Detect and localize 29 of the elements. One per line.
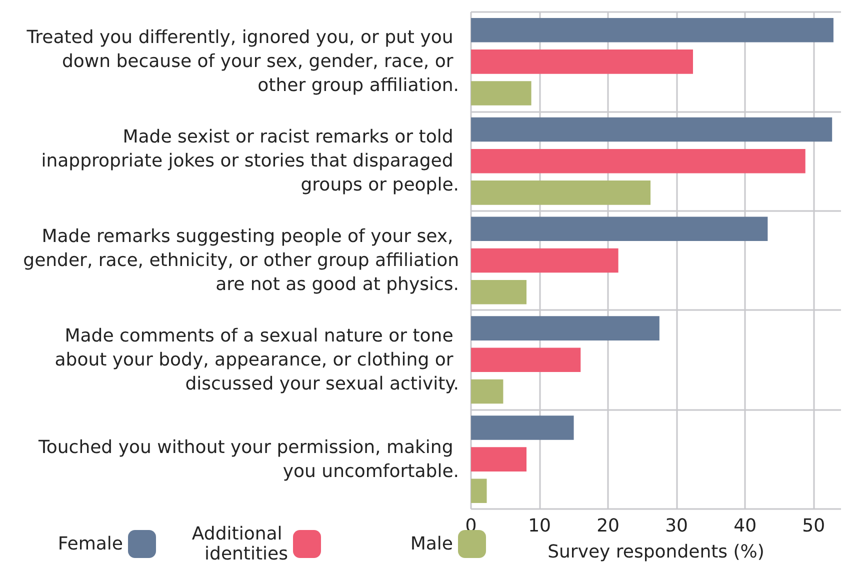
legend-label: Female xyxy=(58,534,123,554)
bar xyxy=(471,348,581,372)
x-tick-label: 30 xyxy=(665,516,688,536)
bar xyxy=(471,180,651,205)
y-tick-label: Made sexist or racist remarks or told inappropriate jokes or stories that disparaged groups or people. xyxy=(41,126,459,196)
y-tick-label: Treated you differently, ignored you, or put you down because of your sex, gender, race, or other group affiliation. xyxy=(26,27,459,96)
legend-label: Additional identities xyxy=(192,524,288,564)
bar xyxy=(471,81,532,106)
legend-label: Male xyxy=(410,534,453,554)
bar xyxy=(471,18,834,42)
bar xyxy=(471,248,618,273)
x-tick-label: 50 xyxy=(802,516,826,536)
bar xyxy=(471,447,526,472)
x-tick-label: 20 xyxy=(596,516,620,536)
y-tick-label: Made remarks suggesting people of your sex, gender, race, ethnicity, or other group affiliation are not as good at physics. xyxy=(23,226,459,295)
bar xyxy=(471,216,768,242)
bar xyxy=(471,416,574,440)
x-tick-label: 40 xyxy=(734,516,757,536)
bar xyxy=(471,117,832,142)
y-tick-label: Made comments of a sexual nature or tone about your body, appearance, or clothing or discussed your sexual activity. xyxy=(54,325,459,394)
bar xyxy=(471,280,526,304)
bar xyxy=(471,50,693,74)
bar xyxy=(471,478,487,504)
y-tick-label: Touched you without your permission, making you uncomfortable. xyxy=(37,436,459,482)
bar xyxy=(471,316,660,340)
x-axis-title: Survey respondents (%) xyxy=(548,542,764,562)
bar xyxy=(471,379,504,404)
bar xyxy=(471,148,806,174)
x-tick-label: 10 xyxy=(528,516,551,536)
